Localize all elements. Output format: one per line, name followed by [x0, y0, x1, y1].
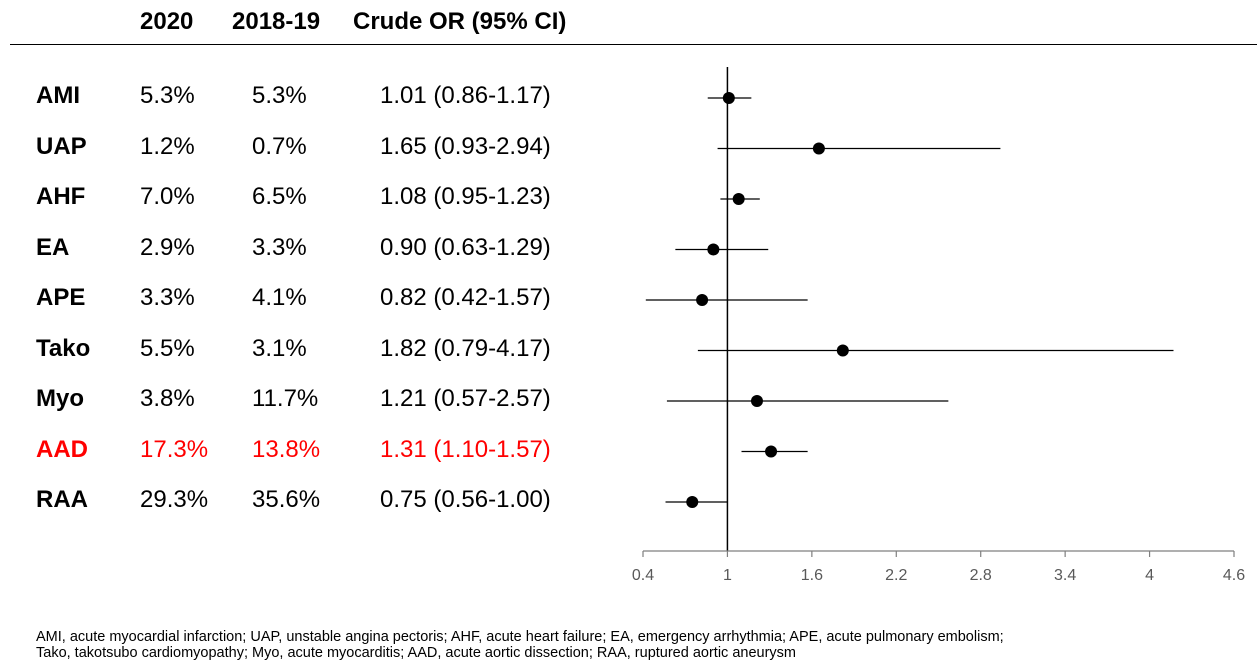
or-point-ami [722, 92, 735, 104]
header-2018-19: 2018-19 [232, 8, 321, 35]
row-label: AHF [36, 183, 86, 210]
row-label: AMI [36, 82, 80, 109]
header-2020: 2020 [140, 8, 194, 35]
or-point-tako [836, 344, 849, 357]
value-2018-19: 35.6% [252, 486, 321, 513]
crude-or-value: 1.31 (1.10-1.57) [380, 435, 551, 463]
value-2018-19: 6.5% [252, 183, 307, 210]
value-2018-19: 11.7% [252, 385, 319, 412]
value-2020: 1.2% [140, 132, 195, 160]
header-divider [10, 44, 1257, 45]
crude-or-value: 1.01 (0.86-1.17) [380, 82, 551, 109]
x-tick-label: 4.6 [1223, 567, 1245, 584]
value-2020: 7.0% [140, 183, 195, 210]
footnote-line-2: Tako, takotsubo cardiomyopathy; Myo, acu… [36, 645, 796, 661]
x-tick-label: 0.4 [632, 567, 654, 584]
row-label: Myo [36, 385, 84, 412]
crude-or-value: 0.90 (0.63-1.29) [380, 233, 551, 261]
x-tick-label: 3.4 [1054, 567, 1076, 584]
row-label: Tako [36, 334, 91, 362]
row-label: AAD [36, 435, 88, 463]
value-2020: 2.9% [140, 233, 195, 261]
or-point-ape [696, 294, 709, 306]
or-point-ea [707, 243, 720, 256]
or-point-aad [765, 445, 778, 458]
crude-or-value: 1.08 (0.95-1.23) [380, 183, 551, 210]
value-2020: 29.3% [140, 486, 209, 513]
value-2018-19: 3.1% [252, 334, 307, 362]
value-2020: 5.5% [140, 334, 195, 362]
row-label: UAP [36, 132, 87, 160]
crude-or-value: 0.82 (0.42-1.57) [380, 284, 551, 311]
x-tick-label: 1 [723, 567, 732, 584]
or-point-myo [750, 395, 763, 407]
crude-or-value: 0.75 (0.56-1.00) [380, 486, 551, 513]
row-label: EA [36, 233, 70, 261]
value-2020: 3.3% [140, 284, 195, 311]
x-tick-label: 2.2 [885, 567, 907, 584]
x-tick-label: 4 [1145, 567, 1154, 584]
crude-or-value: 1.82 (0.79-4.17) [380, 334, 551, 362]
crude-or-value: 1.21 (0.57-2.57) [380, 385, 551, 412]
value-2020: 5.3% [140, 82, 195, 109]
value-2018-19: 4.1% [252, 284, 307, 311]
value-2018-19: 13.8% [252, 435, 321, 463]
row-label: RAA [36, 486, 88, 513]
value-2018-19: 5.3% [252, 82, 307, 109]
value-2020: 3.8% [140, 385, 195, 412]
x-tick-label: 1.6 [801, 567, 823, 584]
or-point-raa [686, 496, 699, 508]
or-point-uap [812, 142, 825, 155]
or-point-ahf [732, 193, 745, 205]
x-tick-label: 2.8 [970, 567, 992, 584]
forest-plot: 0.4 1 1.6 2.2 2.8 3.4 4 4.6 [632, 67, 1245, 584]
footnote-line-1: AMI, acute myocardial infarction; UAP, u… [36, 629, 1004, 645]
crude-or-value: 1.65 (0.93-2.94) [380, 132, 551, 160]
value-2020: 17.3% [140, 435, 209, 463]
value-2018-19: 0.7% [252, 132, 307, 160]
value-2018-19: 3.3% [252, 233, 307, 261]
row-label: APE [36, 284, 86, 311]
header-crude-or: Crude OR (95% CI) [353, 8, 567, 35]
